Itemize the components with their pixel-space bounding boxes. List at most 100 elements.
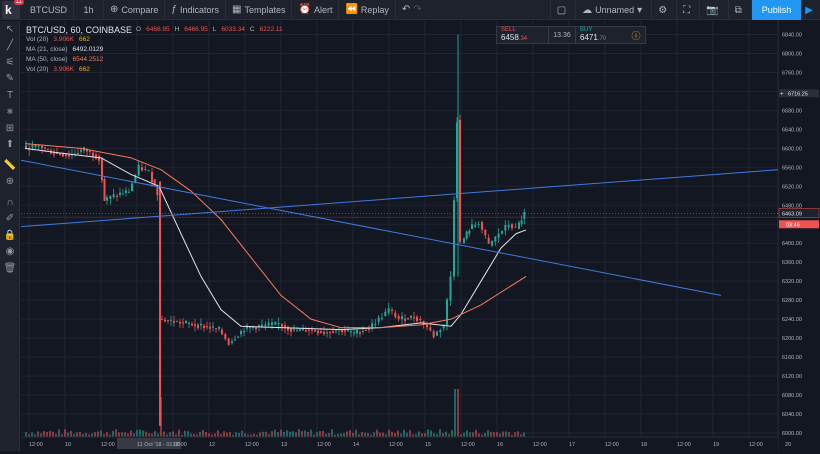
candle-body — [231, 341, 233, 343]
candle-body — [131, 183, 133, 192]
candle-body — [209, 326, 211, 329]
trend-line-icon[interactable]: ╱ — [6, 40, 14, 52]
ruler-icon[interactable]: 📏 — [3, 159, 17, 171]
candle-body — [194, 324, 196, 326]
ma21-line — [24, 147, 527, 331]
volume-bar — [31, 432, 33, 437]
time-tick-label: 12:00 — [749, 442, 763, 448]
fib-icon[interactable]: ⚟ — [5, 56, 15, 68]
magnet-icon[interactable]: ∩ — [6, 196, 14, 208]
compare-button[interactable]: ⊕ Compare — [104, 0, 166, 20]
indicator-label: Vol (20) — [26, 66, 49, 73]
volume-bar — [82, 434, 84, 437]
volume-bar — [169, 432, 171, 437]
candle-body — [293, 329, 295, 331]
volume-bar — [514, 432, 516, 437]
fullscreen-button[interactable]: ⛶ — [677, 0, 701, 20]
sell-label: SELL — [501, 27, 516, 33]
symbol-search[interactable]: BTCUSD — [24, 0, 74, 20]
chart-pane[interactable]: 6840.006800.006760.006720.006680.006640.… — [20, 21, 820, 451]
candle-body — [274, 321, 277, 325]
indicator-legend-row[interactable]: Vol (20) 3.906K 662 — [26, 65, 288, 75]
open-value: 6466.95 — [146, 26, 170, 33]
candle-body — [234, 339, 236, 341]
legend-title[interactable]: BTC/USD, 60, COINBASE — [26, 25, 133, 35]
fullscreen-toggle[interactable]: ▢ — [549, 0, 577, 20]
sell-button[interactable]: SELL 6458.34 — [497, 27, 549, 43]
replay-button[interactable]: ⏪ Replay — [339, 0, 396, 20]
volume-bar — [286, 430, 288, 437]
indicator-legend-row[interactable]: Vol (20) 3.906K 662 — [26, 35, 288, 45]
buy-button[interactable]: BUY 6471.70 — [575, 27, 627, 43]
redo-icon[interactable]: ↷ — [413, 4, 422, 15]
interval-button[interactable]: 1h — [74, 0, 104, 20]
price-tick-label: 6040.00 — [782, 412, 802, 418]
crosshair-price-label: 6716.25 — [788, 91, 808, 97]
indicators-button[interactable]: ƒ Indicators — [165, 0, 226, 20]
price-tick-label: 6840.00 — [782, 32, 802, 38]
undo-button[interactable]: ↶ ↷ — [396, 0, 431, 20]
volume-bar — [439, 429, 441, 437]
candle-body — [182, 322, 184, 324]
templates-icon: ▦ — [232, 4, 242, 15]
eye-icon[interactable]: ◉ — [5, 246, 15, 258]
app-logo[interactable]: k 11 — [2, 0, 24, 19]
arrow-up-icon[interactable]: ⬆ — [5, 139, 15, 151]
settings-button[interactable]: ⚙ — [652, 0, 678, 20]
brush-icon[interactable]: ✎ — [5, 73, 15, 85]
candle-body — [429, 327, 432, 331]
measure-icon[interactable]: ⊞ — [5, 122, 15, 134]
volume-bar — [382, 432, 384, 437]
chart-canvas[interactable]: 6840.006800.006760.006720.006680.006640.… — [20, 21, 820, 451]
pattern-icon[interactable]: ⨳ — [6, 106, 14, 118]
play-button[interactable]: ▶ — [801, 0, 820, 20]
lock-drawing-icon[interactable]: ✐ — [5, 213, 15, 225]
chart-legend: BTC/USD, 60, COINBASE O 6466.95 H 6466.95 … — [26, 25, 288, 75]
volume-bar — [247, 434, 249, 437]
price-tick-label: 6640.00 — [782, 127, 802, 133]
publish-button[interactable]: Publish — [751, 0, 802, 20]
zoom-icon[interactable]: ⊕ — [5, 176, 15, 188]
candle-body — [449, 276, 452, 301]
volume-bar — [364, 432, 366, 437]
candle-body — [197, 324, 199, 329]
layout-menu[interactable]: ☁ Unnamed ▾ — [576, 0, 653, 20]
volume-bar — [511, 434, 513, 437]
volume-bar — [163, 431, 165, 437]
volume-bar — [109, 434, 111, 437]
indicator-legend-row[interactable]: MA (50, close) 6544.2512 — [26, 55, 288, 65]
lock-icon[interactable]: 🔒 — [3, 229, 17, 241]
candle-body — [302, 328, 304, 331]
volume-bar — [223, 431, 225, 437]
popout-button[interactable]: ⧉ — [729, 0, 752, 20]
candle-body — [191, 323, 193, 326]
candle-body — [103, 179, 106, 201]
volume-bar — [34, 434, 36, 437]
alert-button[interactable]: ⏰ Alert — [292, 0, 340, 20]
candle-body — [44, 147, 46, 149]
candle-body — [404, 318, 406, 321]
volume-bar — [166, 434, 168, 437]
crosshair-price-badge — [779, 89, 819, 98]
gear-icon: ⚙ — [658, 4, 668, 16]
cursor-icon[interactable]: ↖ — [5, 23, 15, 35]
time-tick-label: 12:00 — [173, 442, 187, 448]
volume-bar — [451, 430, 453, 437]
info-icon[interactable]: ⓘ — [631, 30, 641, 41]
volume-bar — [151, 433, 153, 437]
volume-bar — [202, 429, 204, 437]
indicator-legend-row[interactable]: MA (21, close) 6492.0129 — [26, 45, 288, 55]
volume-bar — [388, 429, 390, 437]
trash-icon[interactable]: 🗑 — [3, 262, 17, 274]
snapshot-button[interactable]: 📷 — [700, 0, 729, 20]
volume-bar — [136, 429, 138, 437]
candle-body — [37, 145, 40, 147]
price-tick-label: 6800.00 — [782, 51, 802, 57]
candle-body — [290, 328, 292, 332]
text-icon[interactable]: T — [6, 89, 14, 101]
templates-button[interactable]: ▦ Templates — [226, 0, 293, 20]
volume-bar — [103, 434, 105, 437]
candle-body — [164, 319, 166, 322]
chart-background — [21, 21, 820, 451]
volume-bar — [124, 432, 126, 437]
